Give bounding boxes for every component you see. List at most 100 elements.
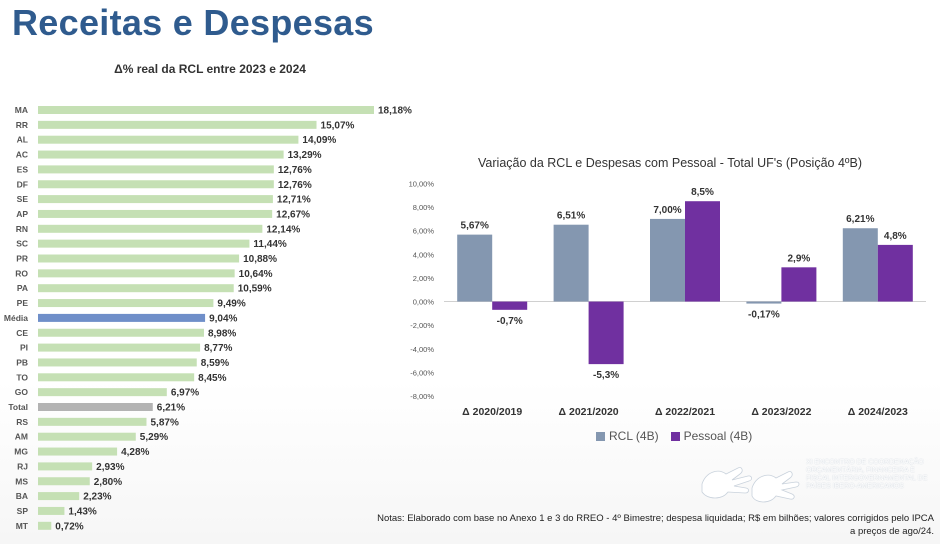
data-label: -0,17% — [748, 310, 780, 321]
legend-swatch-pessoal — [670, 431, 680, 441]
x-tick-label: Δ 2023/2022 — [751, 406, 811, 418]
left-chart-title: Δ% real da RCL entre 2023 e 2024 — [114, 62, 306, 76]
y-tick-label: -4,00% — [410, 345, 434, 354]
category-label: SC — [16, 239, 28, 249]
data-label: 10,88% — [243, 254, 277, 265]
data-label: 7,00% — [653, 205, 681, 216]
data-label: 8,45% — [198, 373, 226, 384]
y-tick-label: -2,00% — [410, 321, 434, 330]
bar — [650, 218, 685, 302]
bar — [38, 492, 80, 501]
category-label: RR — [16, 120, 28, 130]
category-label: Total — [8, 402, 28, 412]
category-label: RS — [16, 417, 28, 427]
right-chart-title: Variação da RCL e Despesas com Pessoal -… — [478, 156, 862, 170]
bar — [38, 135, 299, 144]
data-label: -5,3% — [593, 370, 619, 381]
category-label: PR — [16, 254, 28, 264]
bar — [842, 228, 878, 302]
x-tick-label: Δ 2022/2021 — [655, 406, 715, 418]
data-label: 6,97% — [171, 388, 199, 399]
data-label: 9,04% — [209, 313, 237, 324]
category-label: PE — [17, 298, 29, 308]
category-label: RO — [15, 268, 28, 278]
data-label: 12,76% — [278, 165, 312, 176]
bar — [38, 180, 274, 189]
category-label: AM — [15, 432, 28, 442]
bar — [38, 358, 197, 367]
legend-item-rcl: RCL (4B) — [596, 429, 659, 443]
data-label: 1,43% — [68, 506, 96, 517]
bar — [38, 106, 374, 114]
category-label: AL — [17, 135, 28, 145]
legend-swatch-rcl — [596, 431, 605, 441]
x-tick-label: Δ 2020/2019 — [462, 406, 522, 418]
category-label: MA — [15, 105, 28, 115]
bar — [877, 244, 913, 302]
category-label: PA — [17, 283, 28, 293]
bar — [492, 301, 528, 310]
legend-label-pessoal: Pessoal (4B) — [683, 429, 753, 443]
bar — [38, 432, 136, 441]
y-tick-label: 2,00% — [413, 274, 435, 283]
data-label: 6,51% — [557, 211, 585, 222]
data-label: -0,7% — [497, 316, 523, 327]
bar — [38, 447, 118, 456]
data-label: 6,21% — [846, 214, 874, 225]
legend-item-pessoal: Pessoal (4B) — [670, 429, 753, 443]
bar — [38, 165, 274, 174]
data-label: 4,8% — [884, 231, 907, 242]
bar — [38, 313, 206, 322]
footnote-line-2: a preços de ago/24. — [850, 526, 934, 537]
event-logo-text: XI Encontro de Coordenação Orçamentária,… — [806, 459, 928, 490]
bar — [38, 120, 317, 129]
y-tick-label: -8,00% — [410, 392, 434, 401]
data-label: 2,93% — [96, 462, 124, 473]
bar — [38, 284, 234, 293]
category-label: RJ — [17, 461, 28, 471]
y-tick-label: -6,00% — [410, 368, 434, 377]
data-label: 2,23% — [83, 492, 111, 503]
bar — [38, 328, 204, 337]
bar — [38, 254, 240, 263]
data-label: 8,5% — [691, 187, 714, 198]
bar — [38, 388, 167, 397]
category-label: Média — [4, 313, 28, 323]
data-label: 10,59% — [238, 284, 272, 295]
data-label: 12,67% — [276, 209, 310, 220]
data-label: 11,44% — [253, 239, 286, 250]
category-label: SE — [17, 194, 29, 204]
page-title: Receitas e Despesas — [12, 2, 374, 43]
y-tick-label: 8,00% — [413, 203, 435, 212]
data-label: 18,18% — [378, 106, 412, 117]
data-label: 2,80% — [94, 477, 122, 488]
category-label: BA — [16, 491, 28, 501]
footnote: Notas: Elaborado com base no Anexo 1 e 3… — [334, 512, 934, 538]
category-label: MT — [16, 521, 29, 531]
data-label: 8,98% — [208, 328, 236, 339]
y-tick-label: 10,00% — [409, 180, 435, 189]
bar — [38, 299, 214, 308]
data-label: 5,87% — [150, 417, 178, 428]
bar — [38, 403, 153, 411]
bar — [781, 267, 817, 302]
bar — [38, 506, 65, 515]
bar — [746, 301, 782, 304]
category-label: RN — [16, 224, 28, 234]
y-tick-label: 6,00% — [413, 227, 435, 236]
data-label: 0,72% — [55, 521, 83, 532]
category-label: CE — [16, 328, 28, 338]
data-label: 4,28% — [121, 447, 149, 458]
bar — [38, 239, 250, 248]
data-label: 9,49% — [217, 299, 245, 310]
x-tick-label: Δ 2021/2020 — [559, 406, 619, 418]
rcl-by-state-chart: MA 18,18% RR 15,07% AL 14,09% AC 13,29% ES 12,76%… — [4, 105, 412, 532]
event-logo-hands-icon — [701, 467, 800, 503]
data-label: 12,71% — [277, 195, 311, 206]
data-label: 2,9% — [788, 253, 811, 264]
bar — [38, 477, 90, 486]
bar — [38, 195, 273, 204]
footnote-line-1: Notas: Elaborado com base no Anexo 1 e 3… — [377, 513, 934, 524]
bar — [38, 150, 284, 159]
bar — [457, 234, 493, 302]
